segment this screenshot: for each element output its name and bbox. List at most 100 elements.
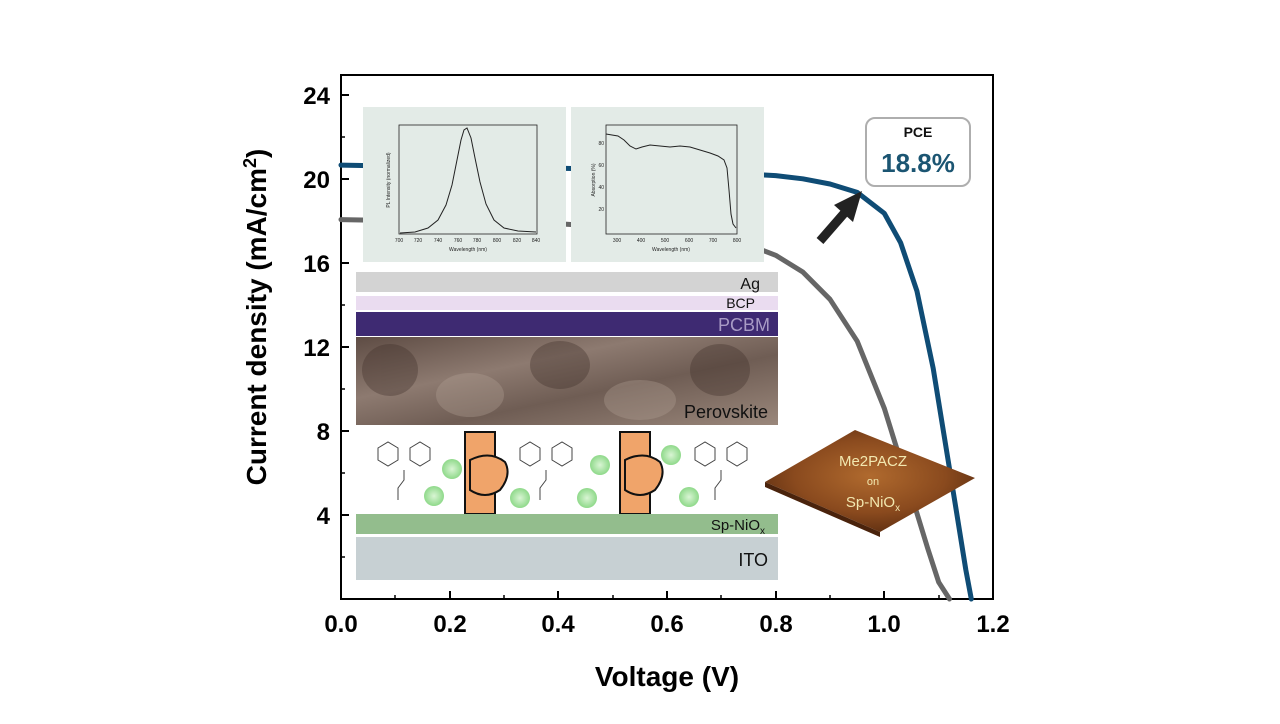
layer-perovskite-label: Perovskite <box>684 402 768 422</box>
abs-inset-frame <box>605 124 738 235</box>
ions <box>424 445 699 508</box>
perovskite-grains <box>362 341 750 420</box>
layer-ito-label: ITO <box>738 550 768 570</box>
y-axis-title: Current density (mA/cm2) <box>240 149 272 486</box>
y-tick-label: 8 <box>317 419 330 446</box>
afm-image: Me2PACZ on Sp-NiOx <box>765 430 975 537</box>
pl-spectrum-curve <box>399 127 537 234</box>
abs-tick: 700 <box>709 238 718 244</box>
layer-spnio <box>356 514 778 534</box>
pl-tick: 720 <box>414 238 423 244</box>
x-tick-label: 0.6 <box>650 611 683 638</box>
y-axis-title-sup: 2 <box>240 158 260 168</box>
carbazole-ring <box>726 441 748 467</box>
carbazole-ring <box>377 441 399 467</box>
layer-perovskite <box>356 337 778 425</box>
absorption-curve <box>605 133 737 229</box>
grain <box>690 344 750 396</box>
abs-ytick: 60 <box>598 163 604 169</box>
x-tick-label: 0.0 <box>324 611 357 638</box>
abs-inset-yticks: 80 60 40 20 <box>598 141 604 213</box>
device-stack: Ag BCP PCBM Perovskite <box>356 272 778 580</box>
handshake-left <box>464 431 509 515</box>
y-axis-title-close: ) <box>241 149 272 158</box>
carbazole-ring <box>694 441 716 467</box>
abs-ytick: 80 <box>598 141 604 147</box>
handshake-right <box>619 431 664 515</box>
abs-inset-ticks: 300 400 500 600 700 800 <box>613 238 742 244</box>
pce-label: PCE <box>904 124 933 140</box>
layer-spnio-main: Sp-NiO <box>711 517 760 534</box>
ion <box>590 455 610 475</box>
abs-tick: 300 <box>613 238 622 244</box>
sam-molecules <box>377 441 748 500</box>
afm-label-line3-main: Sp-NiO <box>846 494 895 511</box>
layer-bcp-label: BCP <box>726 295 755 311</box>
afm-label-line3: Sp-NiOx <box>846 494 900 514</box>
afm-label-line1: Me2PACZ <box>839 453 907 470</box>
y-tick-label: 12 <box>303 335 330 362</box>
ion <box>424 486 444 506</box>
abs-tick: 800 <box>733 238 742 244</box>
layer-ag <box>356 272 778 292</box>
y-tick-labels: 4 8 12 16 20 24 <box>303 83 330 530</box>
ion <box>510 488 530 508</box>
layer-bcp <box>356 296 778 310</box>
layer-pcbm <box>356 312 778 336</box>
x-tick-label: 0.8 <box>759 611 792 638</box>
layer-spnio-label: Sp-NiOx <box>711 517 765 537</box>
pl-inset-xlabel: Wavelength (nm) <box>449 247 487 253</box>
abs-ytick: 40 <box>598 185 604 191</box>
abs-inset-xlabel: Wavelength (nm) <box>652 247 690 253</box>
pce-box <box>865 117 971 187</box>
pl-inset-frame <box>398 124 538 235</box>
abs-ytick: 20 <box>598 207 604 213</box>
ion <box>442 459 462 479</box>
carbazole-ring <box>409 441 431 467</box>
pl-tick: 800 <box>493 238 502 244</box>
pl-inset-background <box>363 107 566 262</box>
y-tick-label: 24 <box>303 83 330 110</box>
x-tick-label: 1.0 <box>867 611 900 638</box>
abs-inset-ylabel: Absorption (%) <box>591 163 597 196</box>
pl-tick: 700 <box>395 238 404 244</box>
pl-inset-ticks: 700 720 740 760 780 800 820 840 <box>395 238 541 244</box>
handshake-hand <box>469 454 509 496</box>
abs-tick: 600 <box>685 238 694 244</box>
sam-linker <box>714 470 722 500</box>
y-axis-title-main: Current density (mA/cm <box>241 168 272 485</box>
layer-pcbm-label: PCBM <box>718 315 770 335</box>
abs-inset-background <box>571 107 764 262</box>
x-tick-label: 0.4 <box>541 611 575 638</box>
layer-ag-label: Ag <box>740 276 760 293</box>
carbazole-ring <box>519 441 541 467</box>
pce-value: 18.8% <box>881 148 955 178</box>
y-tick-label: 20 <box>303 167 330 194</box>
afm-label-line3-sub: x <box>895 503 900 514</box>
ion <box>661 445 681 465</box>
handshake-hand <box>624 454 664 496</box>
x-tick-labels: 0.0 0.2 0.4 0.6 0.8 1.0 1.2 <box>324 611 1009 638</box>
y-tick-label: 4 <box>317 503 331 530</box>
pl-tick: 820 <box>513 238 522 244</box>
abs-tick: 400 <box>637 238 646 244</box>
ion <box>577 488 597 508</box>
pl-tick: 780 <box>473 238 482 244</box>
afm-label-line2: on <box>867 476 879 488</box>
pl-tick: 840 <box>532 238 541 244</box>
x-tick-label: 0.2 <box>433 611 466 638</box>
grain <box>362 344 418 396</box>
arrow-shaft <box>816 207 851 244</box>
x-tick-label: 1.2 <box>976 611 1009 638</box>
pce-callout: PCE 18.8% <box>865 117 971 187</box>
x-axis-ticks <box>340 591 994 599</box>
layer-spnio-sub: x <box>760 526 765 537</box>
abs-tick: 500 <box>661 238 670 244</box>
arrow-head <box>834 191 862 222</box>
pl-tick: 740 <box>434 238 443 244</box>
afm-surface-edge <box>765 482 880 537</box>
grain <box>530 341 590 389</box>
grain <box>604 380 676 420</box>
